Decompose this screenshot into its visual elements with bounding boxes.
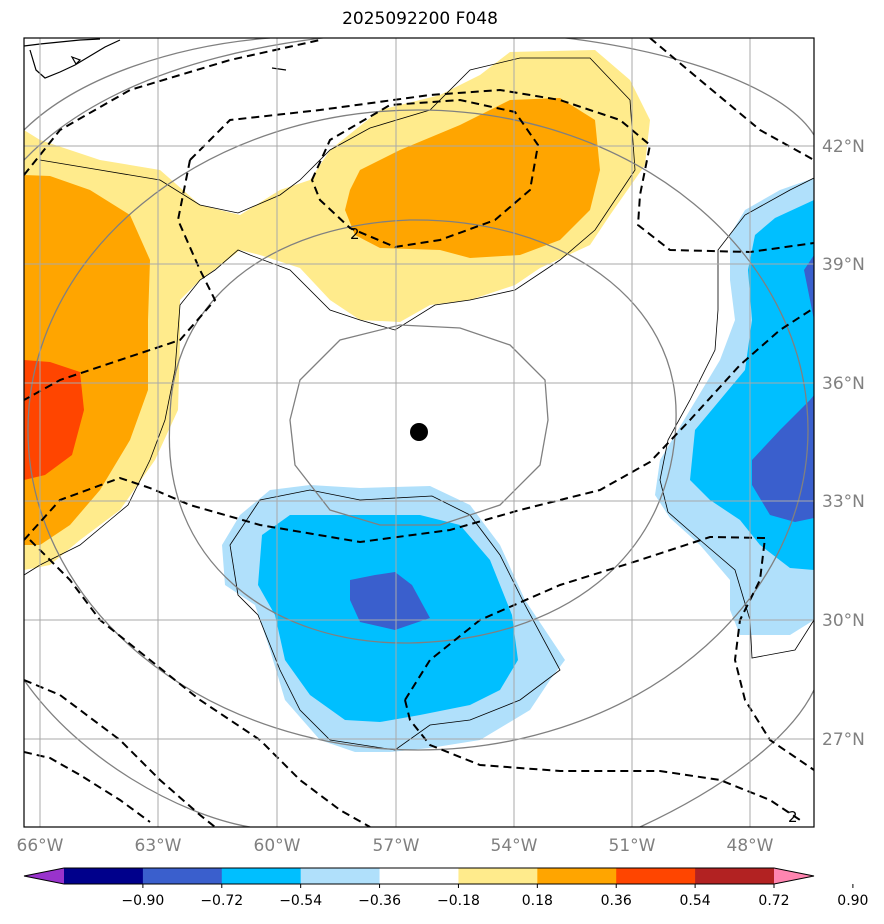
colorbar-tick-label: 0.18 bbox=[522, 893, 553, 909]
lat-label: 27°N bbox=[822, 730, 865, 750]
lon-label: 48°W bbox=[727, 836, 774, 856]
dashed-south-inner bbox=[404, 699, 801, 821]
grey-solid-contours bbox=[24, 38, 814, 827]
grey-ring-inner bbox=[289, 324, 549, 526]
darkblue-fill-south bbox=[350, 572, 430, 630]
grey-ring-far bbox=[24, 38, 814, 827]
colorbar-tick-label: −0.18 bbox=[437, 893, 480, 909]
coastline bbox=[24, 38, 287, 79]
colorbar-swatch bbox=[64, 868, 144, 884]
contour-label-southeast: 2 bbox=[788, 808, 798, 826]
colorbar-swatch bbox=[458, 868, 538, 884]
colorbar-swatch bbox=[537, 868, 617, 884]
colorbar-tick-label: 0.54 bbox=[680, 893, 711, 909]
colorbar-extend-max bbox=[774, 868, 814, 884]
dashed-southwest-1 bbox=[24, 679, 216, 827]
dashed-contours bbox=[24, 38, 814, 827]
dashed-northeast-loop bbox=[310, 98, 540, 249]
dashed-southwest-2 bbox=[24, 751, 151, 823]
thin-outline-contours bbox=[24, 57, 814, 751]
coastline-island bbox=[70, 55, 287, 71]
map-plot-area: 2 2 bbox=[24, 38, 814, 827]
colorbar-tick-label: 0.36 bbox=[601, 893, 632, 909]
dashed-west-left bbox=[24, 159, 217, 401]
plot-frame bbox=[23, 37, 815, 828]
lat-label: 42°N bbox=[822, 137, 865, 157]
colorbar-tick-label: 0.72 bbox=[758, 893, 789, 909]
grey-ring-mid bbox=[168, 219, 677, 644]
colorbar-swatch bbox=[142, 868, 223, 884]
colorbar-tick-label: −0.36 bbox=[358, 893, 401, 909]
colorbar-tick-label: −0.72 bbox=[200, 893, 243, 909]
colorbar-tick-label: 0.90 bbox=[837, 893, 868, 909]
grey-ring-outer bbox=[27, 109, 809, 751]
outline-south bbox=[229, 489, 561, 751]
colorbar-swatch bbox=[221, 868, 302, 884]
colorbar-outline bbox=[23, 867, 815, 885]
negative-anomaly-fills bbox=[222, 178, 814, 752]
contour-label-north: 2 bbox=[350, 225, 360, 243]
dashed-north-ring bbox=[24, 39, 814, 254]
colorbar-swatch bbox=[379, 868, 459, 884]
colorbar-extend-min bbox=[24, 868, 64, 884]
dashed-west-lower bbox=[29, 539, 371, 827]
lon-label: 54°W bbox=[491, 836, 538, 856]
colorbar-tick-label: −0.54 bbox=[279, 893, 322, 909]
longitude-labels: 66°W 63°W 60°W 57°W 54°W 51°W 48°W bbox=[17, 836, 774, 856]
dashed-north-east bbox=[649, 38, 814, 161]
dashed-middle bbox=[24, 307, 814, 544]
colorbar: −0.90 −0.72 −0.54 −0.36 −0.18 0.18 0.36 0.54 0.7… bbox=[23, 867, 868, 909]
grey-ring-far-northwest bbox=[24, 38, 271, 131]
colorbar-swatch bbox=[616, 868, 696, 884]
map-title: 2025092200 F048 bbox=[342, 9, 498, 29]
lat-label: 36°N bbox=[822, 374, 865, 394]
lat-label: 30°N bbox=[822, 611, 865, 631]
lat-label: 33°N bbox=[822, 492, 865, 512]
lat-label: 39°N bbox=[822, 255, 865, 275]
colorbar-swatch bbox=[695, 868, 775, 884]
lon-label: 60°W bbox=[254, 836, 301, 856]
graticule bbox=[24, 38, 814, 827]
latitude-labels: 42°N 39°N 36°N 33°N 30°N 27°N bbox=[822, 137, 865, 750]
colorbar-swatch bbox=[300, 868, 381, 884]
darkblue-fill-east-lower bbox=[752, 395, 814, 522]
coastline-nova-scotia bbox=[24, 38, 121, 79]
lon-label: 66°W bbox=[17, 836, 64, 856]
colorbar-tick-label: −0.90 bbox=[121, 893, 164, 909]
storm-center-marker bbox=[410, 423, 428, 441]
outline-north bbox=[24, 57, 636, 576]
lon-label: 57°W bbox=[373, 836, 420, 856]
outline-east bbox=[659, 177, 814, 659]
positive-anomaly-fills bbox=[24, 50, 650, 570]
orange-fill-northeast bbox=[345, 98, 600, 258]
red-fill-west bbox=[24, 360, 84, 480]
lon-label: 51°W bbox=[609, 836, 656, 856]
darkblue-fill-east bbox=[804, 255, 814, 320]
lon-label: 63°W bbox=[135, 836, 182, 856]
